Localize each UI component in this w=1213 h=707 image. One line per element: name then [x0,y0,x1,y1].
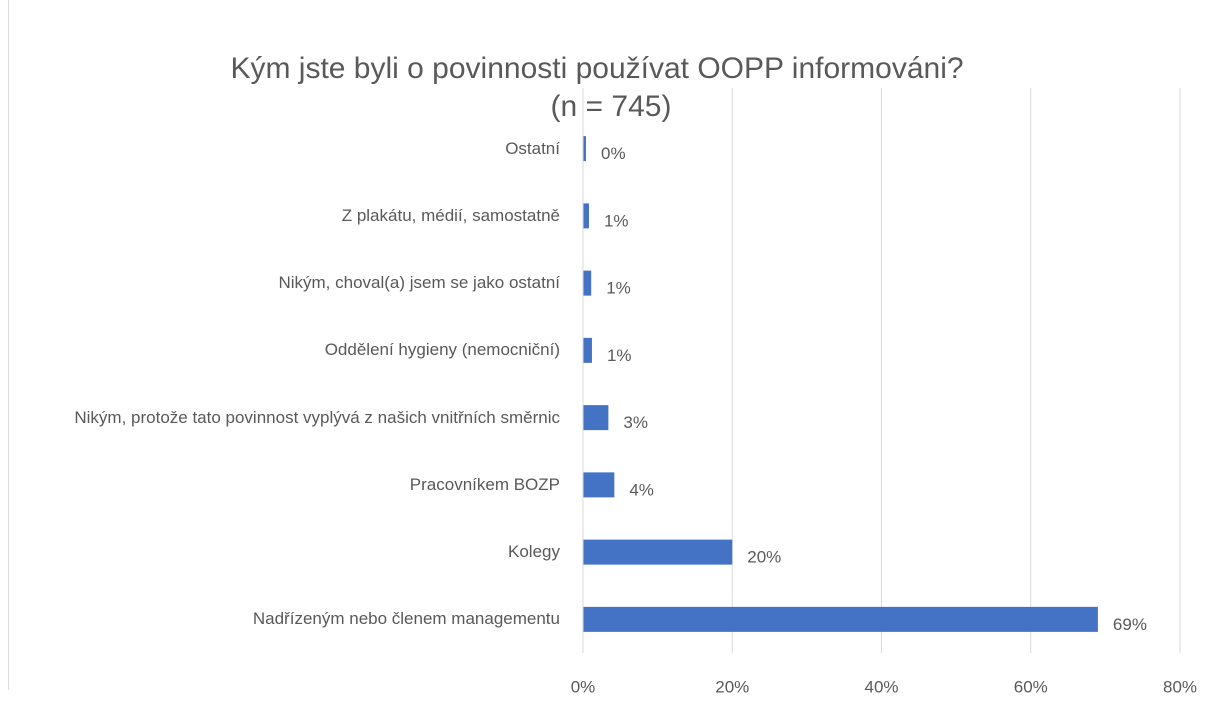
x-tick-label: 0% [571,677,596,696]
bar [583,606,1098,632]
y-tick-label: Z plakátu, médií, samostatně [341,205,560,225]
x-tick-label: 80% [1163,677,1197,696]
y-tick-label: Nadřízeným nebo členem managementu [252,609,560,629]
data-label: 0% [601,144,626,163]
y-tick-label: Pracovníkem BOZP [409,474,560,494]
x-tick-label: 40% [864,677,898,696]
bar [583,539,733,565]
data-label: 4% [629,480,654,499]
y-tick-label: Ostatní [505,138,560,158]
category-label-box: Kolegy [508,519,560,586]
chart-title: Kým jste byli o povinnosti používat OOPP… [230,52,963,85]
data-label: 1% [607,346,632,365]
data-label: 1% [604,211,629,230]
category-label-box: Nadřízeným nebo členem managementu [253,586,560,653]
bar [583,136,586,162]
y-tick-label: Nikým, choval(a) jsem se jako ostatní [278,273,560,293]
x-tick-label: 60% [1014,677,1048,696]
bar [583,337,592,363]
bar [583,405,609,431]
category-label-box: Ostatní [505,115,560,182]
data-label: 1% [606,279,631,298]
bar [583,270,592,296]
y-tick-label: Oddělení hygieny (nemocniční) [324,340,560,360]
category-label-box: Nikým, choval(a) jsem se jako ostatní [278,250,560,317]
category-label-box: Pracovníkem BOZP [410,451,560,518]
data-label: 3% [623,413,648,432]
y-tick-label: Kolegy [508,542,560,562]
data-label: 69% [1113,615,1147,634]
x-tick-label: 20% [715,677,749,696]
data-label: 20% [747,548,781,567]
y-tick-label: Nikým, protože tato povinnost vyplývá z … [74,407,560,427]
chart-subtitle: (n = 745) [551,90,672,123]
category-label-box: Nikým, protože tato povinnost vyplývá z … [74,384,560,451]
category-label-box: Oddělení hygieny (nemocniční) [325,317,560,384]
category-label-box: Z plakátu, médií, samostatně [342,182,560,249]
bar [583,203,589,229]
bar [583,472,615,498]
